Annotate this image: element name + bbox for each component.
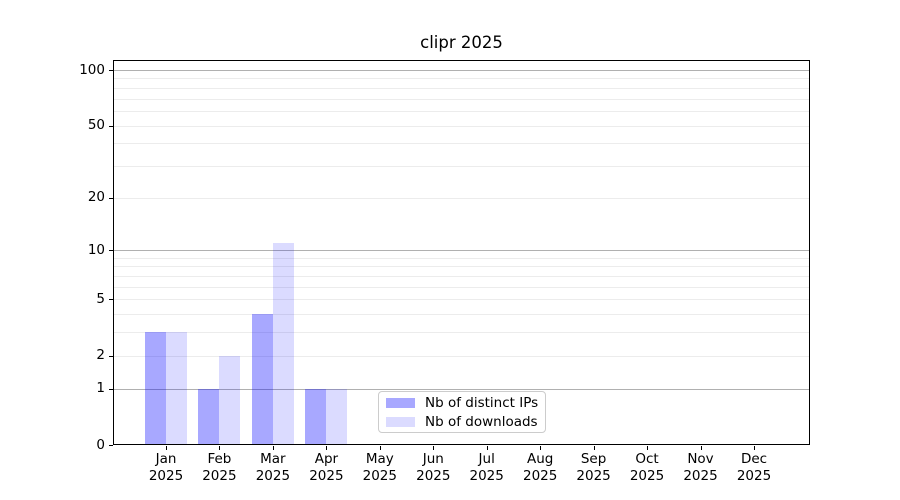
x-tickmark-jan: [166, 446, 167, 450]
gridline-minor-5: [113, 299, 810, 300]
y-tick-label-2: 2: [96, 347, 105, 364]
bar-distinct-ips-feb: [198, 388, 220, 445]
x-tickmark-feb: [219, 446, 221, 450]
plot-area: [113, 60, 810, 445]
y-tick-label-50: 50: [87, 117, 105, 133]
y-tickmark-20: [109, 198, 113, 199]
x-tickmark-jun: [433, 446, 435, 450]
legend-item-distinct-ips: Nb of distinct IPs: [386, 396, 545, 410]
gridline-minor-50: [113, 126, 810, 127]
y-tick-label-10: 10: [87, 241, 105, 258]
x-tick-label-dec: Dec 2025: [736, 451, 772, 484]
gridline-minor-6: [113, 287, 810, 288]
gridline-minor-4: [113, 314, 810, 315]
gridline-minor-2: [113, 356, 810, 357]
y-tickmark-100: [109, 70, 113, 71]
gridline-minor-90: [113, 78, 810, 79]
gridline-minor-30: [113, 166, 810, 167]
x-tick-label-jun: Jun 2025: [416, 451, 451, 484]
legend-label-distinct-ips: Nb of distinct IPs: [425, 394, 539, 411]
x-tickmark-may: [379, 446, 381, 450]
bar-downloads-apr: [326, 388, 348, 445]
bar-distinct-ips-jan: [145, 332, 166, 445]
gridline-minor-3: [113, 332, 810, 333]
y-tickmark-2: [109, 356, 113, 357]
legend-label-downloads: Nb of downloads: [425, 413, 538, 430]
x-tickmark-mar: [272, 446, 274, 450]
x-tick-label-may: May 2025: [362, 451, 397, 484]
y-tick-label-5: 5: [96, 290, 105, 307]
x-tick-label-jan: Jan 2025: [148, 451, 184, 484]
bar-distinct-ips-apr: [305, 388, 327, 445]
y-tickmark-10: [109, 250, 113, 251]
x-tick-label-sep: Sep 2025: [576, 451, 611, 484]
x-tickmark-dec: [754, 446, 755, 450]
y-tick-label-20: 20: [87, 189, 105, 206]
x-tickmark-oct: [647, 446, 648, 450]
y-tick-label-100: 100: [79, 61, 105, 78]
bar-downloads-mar: [272, 243, 294, 445]
bar-downloads-jan: [166, 332, 187, 445]
y-tickmark-5: [109, 299, 113, 300]
gridline-minor-60: [113, 111, 810, 112]
bar-downloads-feb: [219, 355, 241, 445]
bar-distinct-ips-mar: [251, 314, 273, 445]
gridline-major-100: [113, 70, 810, 71]
legend-swatch-distinct-ips-icon: [386, 397, 415, 408]
x-tick-label-nov: Nov 2025: [683, 451, 718, 484]
gridline-major-1: [113, 389, 810, 390]
gridline-minor-9: [113, 258, 810, 259]
gridline-minor-7: [113, 276, 810, 277]
y-tick-label-1: 1: [96, 380, 105, 397]
legend-swatch-downloads-icon: [386, 416, 415, 427]
gridline-major-10: [113, 250, 810, 251]
gridline-minor-20: [113, 198, 810, 199]
y-tick-label-0: 0: [96, 436, 105, 453]
x-tick-label-jul: Jul 2025: [469, 451, 504, 484]
x-tick-label-mar: Mar 2025: [255, 451, 291, 484]
x-tickmark-aug: [540, 446, 542, 450]
x-tickmark-apr: [326, 446, 328, 450]
x-tickmark-jul: [486, 446, 488, 450]
gridline-minor-80: [113, 88, 810, 89]
x-tick-label-feb: Feb 2025: [202, 451, 237, 484]
y-tickmark-1: [109, 389, 113, 390]
x-tickmark-sep: [593, 446, 595, 450]
gridline-minor-8: [113, 266, 810, 267]
chart-title: clipr 2025: [420, 33, 503, 52]
gridline-minor-40: [113, 143, 810, 144]
y-tickmark-50: [109, 126, 113, 127]
y-tickmark-0: [109, 445, 113, 446]
legend-item-downloads: Nb of downloads: [386, 415, 545, 429]
x-tick-label-aug: Aug 2025: [523, 451, 558, 484]
x-tickmark-nov: [700, 446, 702, 450]
gridline-minor-70: [113, 99, 810, 100]
legend: Nb of distinct IPs Nb of downloads: [378, 391, 546, 433]
x-tick-label-oct: Oct 2025: [629, 451, 665, 484]
x-tick-label-apr: Apr 2025: [309, 451, 344, 484]
